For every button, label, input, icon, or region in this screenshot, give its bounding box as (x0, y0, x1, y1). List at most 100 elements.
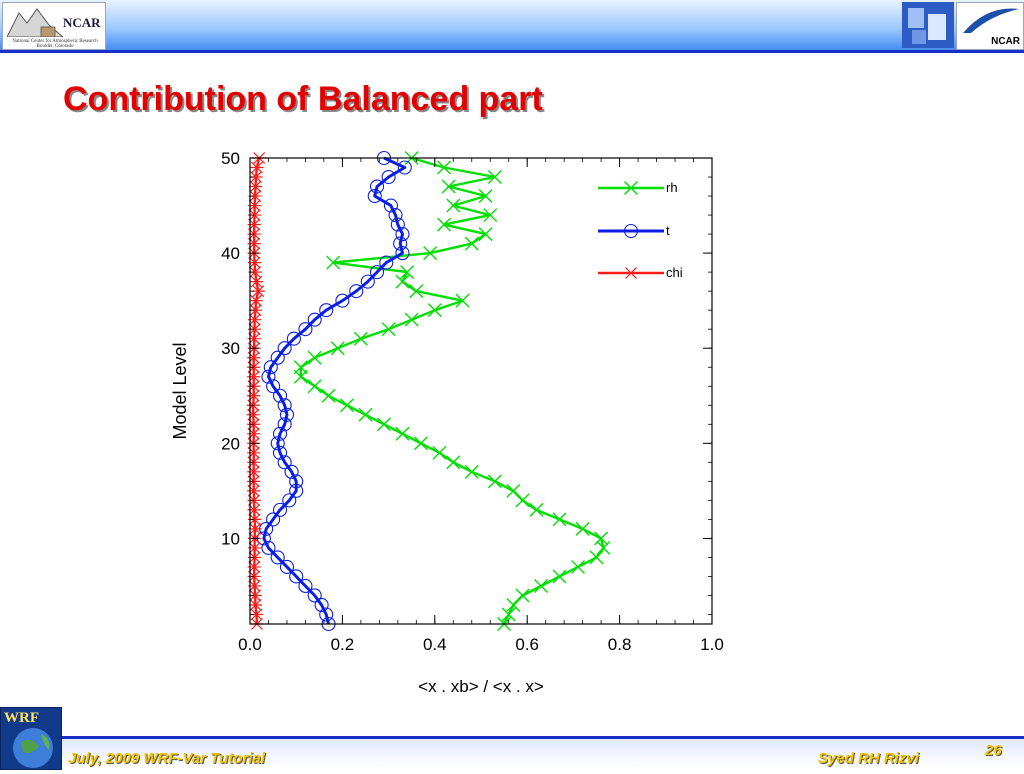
data-point-t (289, 474, 304, 489)
slide-title: Contribution of Balanced part (63, 80, 543, 118)
ncar-logo-right: NCAR (956, 2, 1024, 50)
series-t (256, 150, 412, 632)
data-point-rh (413, 436, 428, 451)
x-tick-label: 0.8 (608, 635, 632, 654)
data-point-rh (478, 227, 493, 242)
data-point-rh (326, 255, 341, 270)
data-point-t (307, 588, 322, 603)
legend-entry-chi: chi (598, 265, 683, 280)
data-point-t (289, 483, 304, 498)
y-tick-label: 50 (221, 149, 240, 168)
data-point-t (286, 331, 301, 346)
data-point-t (282, 493, 297, 508)
data-point-t (263, 360, 278, 375)
data-point-t (360, 274, 375, 289)
footer-bar (0, 739, 1024, 768)
x-tick-label: 0.0 (238, 635, 262, 654)
data-point-rh (321, 388, 336, 403)
data-point-t (277, 417, 292, 432)
data-point-rh (423, 246, 438, 261)
wrf-logo-text: WRF (4, 710, 39, 726)
data-point-rh (376, 417, 391, 432)
data-point-rh (432, 445, 447, 460)
ncar-wordmark: NCAR (63, 15, 101, 30)
series-line-chi (251, 157, 261, 625)
legend-label-chi: chi (666, 265, 683, 280)
ncar-swoosh-icon (963, 8, 1019, 33)
data-point-rh (437, 217, 452, 232)
series-line-t (262, 156, 407, 625)
data-point-t (272, 502, 288, 517)
data-point-chi (250, 161, 264, 174)
data-point-t (349, 284, 364, 299)
data-point-t (266, 512, 281, 527)
data-point-rh (358, 407, 373, 422)
data-point-chi (248, 599, 263, 611)
data-point-rh (575, 521, 590, 536)
series-line-rh (299, 156, 605, 625)
data-point-t (390, 217, 405, 232)
series-rh (293, 151, 611, 631)
data-point-rh (446, 198, 461, 213)
data-point-rh (571, 559, 586, 574)
y-tick-label: 40 (221, 244, 240, 263)
data-point-t (298, 322, 313, 337)
data-point-t (272, 426, 288, 441)
legend-label-rh: rh (666, 180, 678, 195)
data-point-rh (501, 607, 516, 622)
mountain-icon (7, 8, 63, 37)
data-point-rh (552, 512, 567, 527)
footer-author-text: Syed RH Rizvi (818, 750, 919, 767)
data-point-rh (330, 341, 345, 356)
x-tick-label: 0.2 (331, 635, 355, 654)
data-point-t (277, 398, 292, 413)
ncar-logo-left: NCAR National Center for Atmospheric Res… (2, 2, 106, 50)
data-point-t (393, 236, 408, 251)
data-point-rh (340, 398, 355, 413)
data-point-t (307, 312, 322, 327)
legend-entry-rh: rh (598, 180, 678, 195)
data-point-chi (249, 294, 263, 307)
ncar-subtitle: National Center for Atmospheric Research… (12, 39, 98, 49)
data-point-t (298, 578, 313, 594)
ncar-label: NCAR (991, 36, 1020, 47)
page-number: 26 (985, 742, 1002, 759)
data-point-t (379, 255, 394, 270)
data-point-rh (594, 531, 609, 546)
data-point-rh (427, 303, 442, 318)
data-point-t (395, 246, 410, 261)
data-point-rh (441, 179, 456, 194)
model-level-chart: 0.0 0.2 0.4 0.6 0.8 1.0 10 20 30 40 50 rh t chi <x .… (170, 149, 724, 696)
data-point-rh (464, 464, 479, 479)
data-point-rh (487, 170, 502, 185)
data-point-t (395, 227, 410, 242)
x-tick-label: 0.6 (515, 635, 539, 654)
data-point-rh (404, 312, 419, 327)
data-point-t (284, 464, 299, 479)
data-point-t (270, 550, 285, 565)
data-point-rh (395, 426, 410, 441)
data-point-chi (248, 522, 262, 535)
data-point-t (261, 369, 276, 384)
data-point-t (279, 559, 295, 574)
data-point-t (370, 179, 385, 194)
data-point-t (383, 198, 398, 213)
data-point-t (272, 388, 288, 403)
mmm-logo-icon (902, 2, 954, 48)
data-point-rh (478, 189, 493, 204)
data-point-t (272, 445, 288, 460)
data-point-t (319, 303, 334, 318)
plot-frame (249, 157, 713, 625)
data-point-rh (395, 274, 410, 289)
y-tick-label: 30 (221, 339, 240, 358)
footer-event-text: July, 2009 WRF-Var Tutorial (68, 750, 265, 767)
legend-entry-t: t (598, 223, 670, 239)
data-point-t (277, 455, 292, 470)
legend-marker-t (623, 223, 639, 239)
data-point-rh (596, 540, 611, 555)
data-point-t (270, 436, 285, 451)
data-point-t (261, 540, 276, 555)
data-point-t (277, 341, 292, 356)
data-point-rh (589, 550, 604, 565)
data-point-rh (483, 208, 498, 223)
